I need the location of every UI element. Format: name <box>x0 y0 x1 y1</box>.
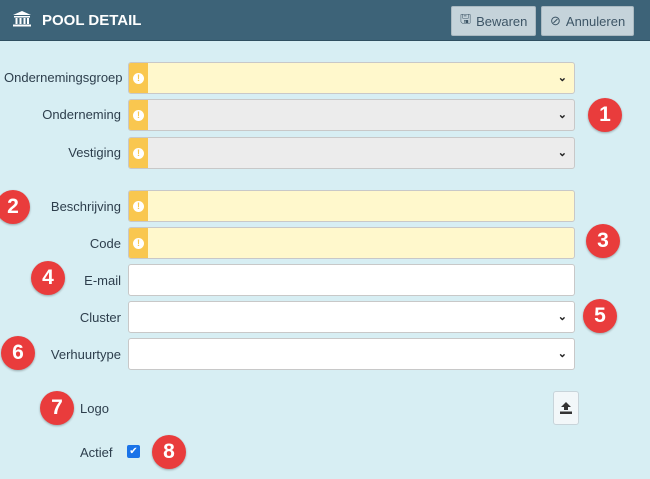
warning-icon: ! <box>129 228 148 258</box>
annotation-badge: 2 <box>0 190 30 224</box>
chevron-down-icon: ⌄ <box>557 311 567 323</box>
warning-icon: ! <box>129 191 148 221</box>
beschrijving-input[interactable]: ! <box>128 190 575 222</box>
label-logo: Logo <box>80 401 109 416</box>
label-verhuurtype: Verhuurtype <box>50 347 121 362</box>
verhuurtype-select[interactable]: ⌄ <box>128 338 575 370</box>
annotation-badge: 4 <box>31 261 65 295</box>
label-vestiging: Vestiging <box>68 145 121 160</box>
annotation-badge: 5 <box>583 299 617 333</box>
ban-icon: ⊘ <box>550 13 561 28</box>
annotation-badge: 6 <box>1 336 35 370</box>
label-email: E-mail <box>84 273 121 288</box>
vestiging-select[interactable]: ! ⌄ <box>128 137 575 169</box>
warning-icon: ! <box>129 100 148 130</box>
save-button[interactable]: 🖫 Bewaren <box>451 6 537 36</box>
annotation-badge: 7 <box>40 391 74 425</box>
bank-icon <box>13 11 31 27</box>
page-title: POOL DETAIL <box>42 12 142 29</box>
actief-checkbox[interactable]: ✔ <box>127 445 140 458</box>
code-input[interactable]: ! <box>128 227 575 259</box>
warning-icon: ! <box>129 63 148 93</box>
annotation-badge: 3 <box>586 224 620 258</box>
warning-icon: ! <box>129 138 148 168</box>
label-code: Code <box>89 236 121 251</box>
upload-logo-button[interactable] <box>553 391 579 425</box>
email-input[interactable] <box>128 264 575 296</box>
cancel-button[interactable]: ⊘ Annuleren <box>541 6 635 36</box>
upload-icon <box>560 402 572 414</box>
header-bar: POOL DETAIL 🖫 Bewaren ⊘ Annuleren <box>0 0 650 41</box>
ondernemingsgroep-select[interactable]: ! ⌄ <box>128 62 575 94</box>
save-label: Bewaren <box>476 13 528 29</box>
onderneming-select[interactable]: ! ⌄ <box>128 99 575 131</box>
label-actief: Actief <box>80 445 113 460</box>
label-ondernemingsgroep: Ondernemingsgroep <box>4 70 123 85</box>
annotation-badge: 1 <box>588 98 622 132</box>
cluster-select[interactable]: ⌄ <box>128 301 575 333</box>
chevron-down-icon: ⌄ <box>557 109 567 121</box>
chevron-down-icon: ⌄ <box>557 72 567 84</box>
chevron-down-icon: ⌄ <box>557 348 567 360</box>
floppy-disk-icon: 🖫 <box>460 11 472 26</box>
chevron-down-icon: ⌄ <box>557 147 567 159</box>
annotation-badge: 8 <box>152 435 186 469</box>
label-beschrijving: Beschrijving <box>50 199 121 214</box>
label-onderneming: Onderneming <box>42 107 121 122</box>
label-cluster: Cluster <box>79 310 121 325</box>
cancel-label: Annuleren <box>565 13 626 29</box>
